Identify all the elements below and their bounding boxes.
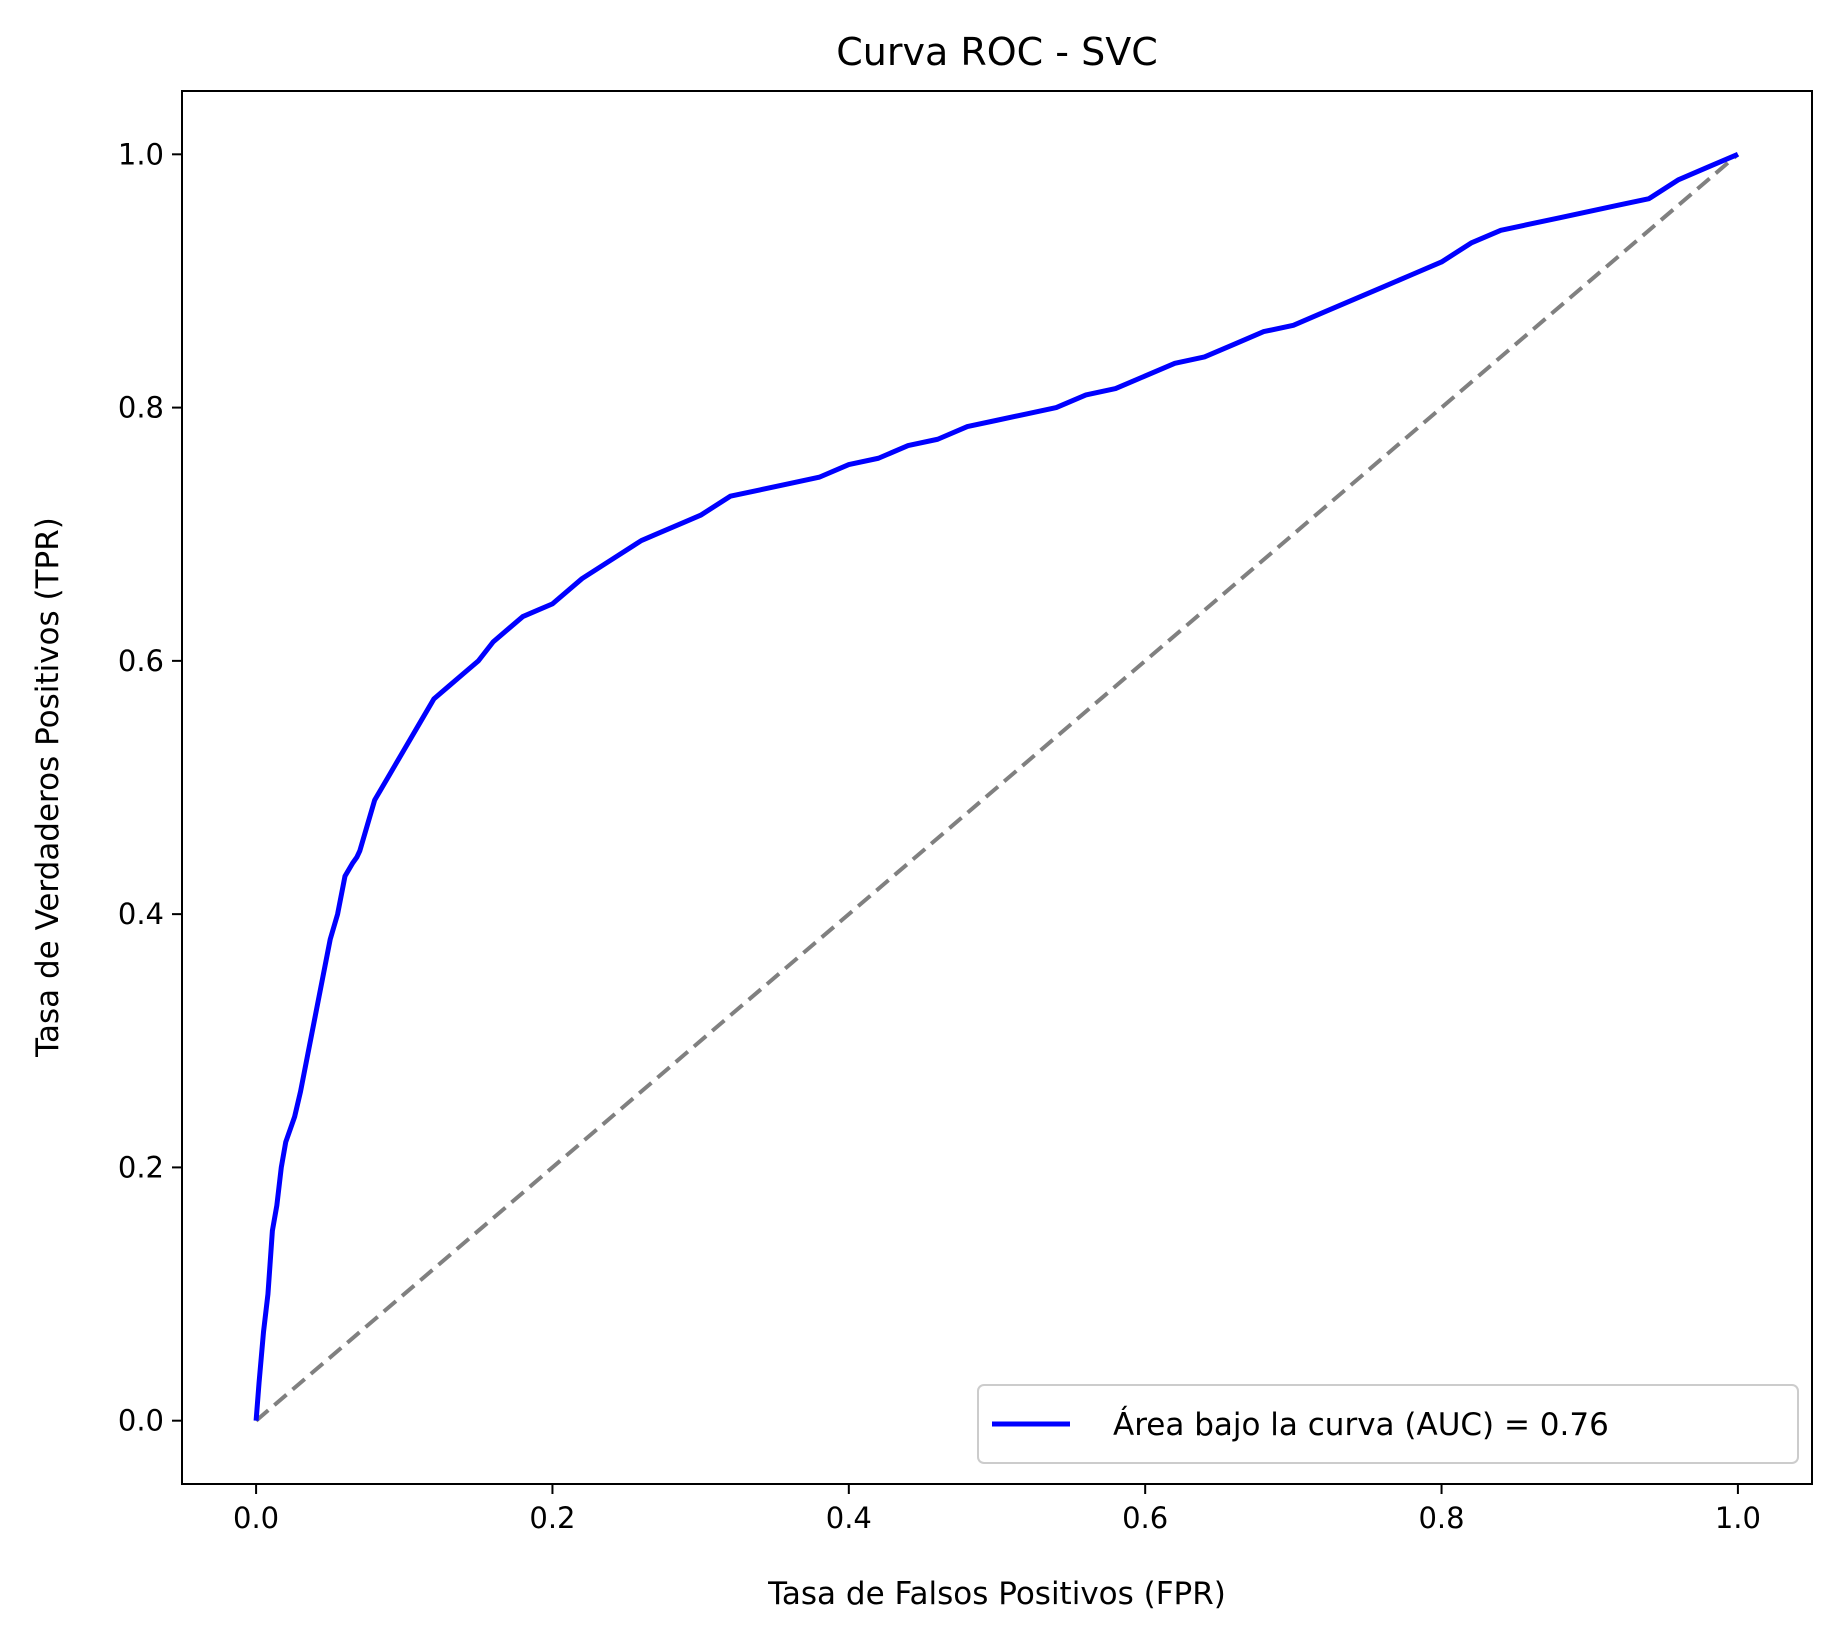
x-tick-label: 1.0 (1715, 1501, 1761, 1535)
legend-label: Área bajo la curva (AUC) = 0.76 (1113, 1407, 1609, 1443)
series-layer (253, 152, 1740, 1423)
chart-title: Curva ROC - SVC (836, 30, 1157, 74)
x-tick-label: 0.6 (1122, 1501, 1168, 1535)
y-axis-label: Tasa de Verdaderos Positivos (TPR) (30, 517, 66, 1058)
y-tick-label: 1.0 (118, 137, 164, 171)
x-axis-label: Tasa de Falsos Positivos (FPR) (767, 1576, 1226, 1612)
x-tick-label: 0.0 (233, 1501, 279, 1535)
chance-diagonal-line (254, 152, 1740, 1423)
legend: Área bajo la curva (AUC) = 0.76 (977, 1384, 1799, 1464)
y-tick-label: 0.4 (118, 897, 164, 931)
x-tick-label: 0.8 (1418, 1501, 1464, 1535)
x-tick-label: 0.4 (826, 1501, 872, 1535)
y-axis-ticks: 0.0 0.2 0.4 0.6 0.8 1.0 (118, 137, 182, 1438)
y-tick-label: 0.2 (118, 1150, 164, 1184)
x-axis-ticks: 0.0 0.2 0.4 0.6 0.8 1.0 (233, 1484, 1761, 1535)
legend-box (977, 1384, 1799, 1464)
y-tick-label: 0.6 (118, 644, 164, 678)
plot-frame (181, 90, 1813, 1485)
y-tick-label: 0.8 (118, 391, 164, 425)
x-tick-label: 0.2 (529, 1501, 575, 1535)
roc-curve-line (253, 152, 1739, 1421)
y-tick-label: 0.0 (118, 1404, 164, 1438)
